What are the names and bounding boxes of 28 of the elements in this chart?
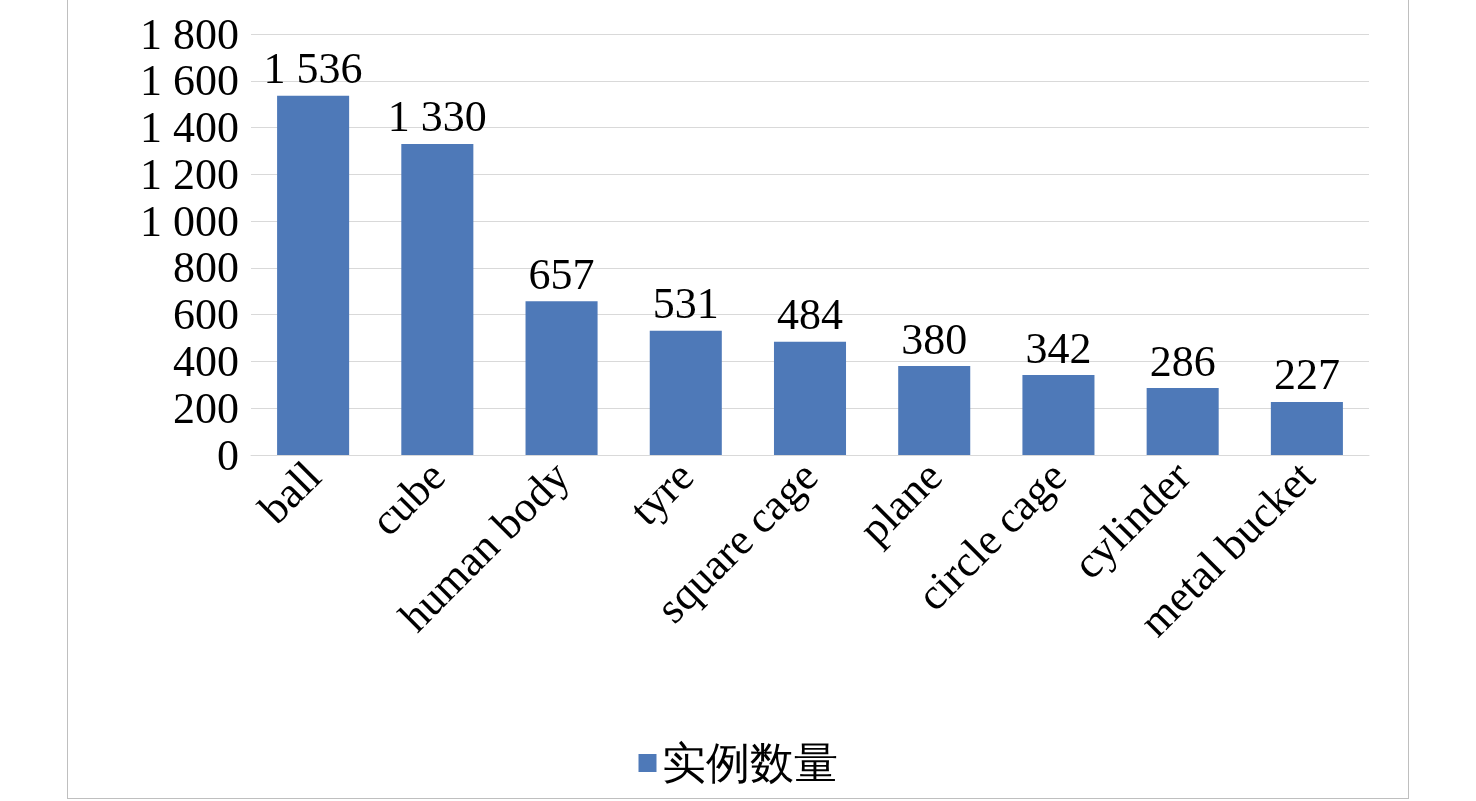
bar [401,143,474,455]
data-label: 286 [1149,336,1216,386]
y-tick-label: 800 [173,243,239,293]
bar [1146,388,1219,455]
bar [1270,401,1343,455]
y-tick-label: 1 600 [140,56,239,106]
bar [525,301,598,455]
bar [773,341,847,455]
x-tick-label: cube [361,451,455,546]
bar [898,366,971,455]
data-label: 380 [901,314,968,364]
data-label: 1 536 [263,44,363,94]
data-label: 484 [777,290,843,340]
y-tick-label: 1 000 [140,196,239,246]
data-label: 342 [1025,323,1092,373]
bar [649,330,722,455]
x-tick-label: ball [249,451,331,533]
bar [277,95,350,455]
x-tick-label: tyre [620,451,704,535]
y-tick-label: 1 800 [140,9,239,59]
bar [1022,375,1095,455]
data-label: 227 [1273,350,1340,400]
data-label: 531 [652,279,719,329]
y-tick-label: 200 [173,383,239,433]
legend-label: 实例数量 [661,738,838,788]
data-label: 657 [528,249,595,299]
y-tick-label: 0 [217,430,239,480]
data-label: 1 330 [387,92,487,142]
